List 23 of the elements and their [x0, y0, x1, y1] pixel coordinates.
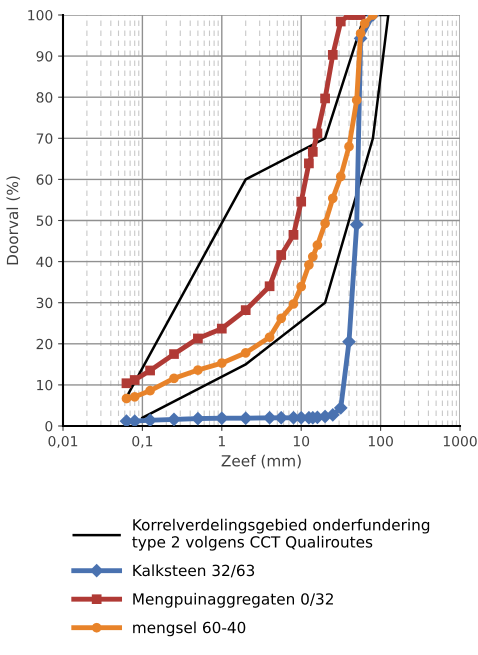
legend-label: Mengpuinaggregaten 0/32 [133, 592, 333, 608]
x-tick-label: 1 [218, 436, 225, 446]
x-tick-label: 1000 [444, 436, 477, 446]
x-tick-label: 100 [368, 436, 393, 446]
y-tick-label: 40 [36, 256, 52, 268]
y-tick-label: 10 [37, 380, 52, 390]
y-tick-label: 60 [36, 174, 52, 185]
y-tick-label: 50 [36, 215, 52, 226]
legend-label: mengsel 60-40 [133, 621, 246, 636]
y-axis-title: Doorval (%) [6, 176, 20, 264]
y-tick-label: 90 [36, 51, 52, 62]
y-tick-label: 0 [45, 420, 52, 432]
legend-label: Kalksteen 32/63 [133, 564, 254, 578]
x-tick-label: 0,01 [48, 436, 78, 448]
y-tick-label: 30 [36, 298, 52, 308]
x-tick-label: 0,1 [132, 436, 152, 448]
y-tick-label: 70 [36, 133, 52, 144]
x-axis-title: Zeef (mm) [222, 454, 301, 468]
y-tick-label: 100 [28, 10, 52, 20]
legend-label: Korrelverdelingsgebied onderfundering type 2 volgens CCT Qualiroutes [132, 518, 430, 551]
x-tick-label: 10 [294, 436, 310, 446]
y-tick-label: 20 [36, 338, 52, 350]
y-tick-label: 80 [36, 92, 52, 103]
